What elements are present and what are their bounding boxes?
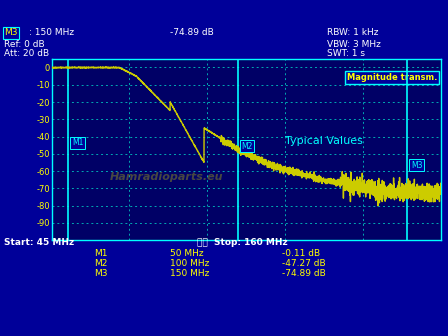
- Text: M2: M2: [94, 259, 108, 268]
- Text: M1: M1: [72, 138, 83, 147]
- Text: Ref: 0 dB: Ref: 0 dB: [4, 40, 45, 49]
- Text: 50 MHz: 50 MHz: [170, 249, 204, 258]
- Text: M3: M3: [411, 161, 422, 170]
- Text: CW Signal sweep pass through 45 - 160MHz: CW Signal sweep pass through 45 - 160MHz: [87, 312, 361, 323]
- Text: Typical Values: Typical Values: [285, 136, 363, 146]
- Text: Att: 20 dB: Att: 20 dB: [4, 49, 50, 58]
- Text: 100 MHz: 100 MHz: [170, 259, 210, 268]
- Text: -74.89 dB: -74.89 dB: [282, 269, 326, 278]
- Text: 150 MHz: 150 MHz: [170, 269, 210, 278]
- Text: Hamradioparts.eu: Hamradioparts.eu: [110, 172, 224, 182]
- Text: M1: M1: [94, 249, 108, 258]
- Text: Magnitude transm.: Magnitude transm.: [347, 73, 437, 82]
- Text: M2: M2: [241, 142, 253, 151]
- Text: -74.89 dB: -74.89 dB: [170, 28, 214, 37]
- Text: -0.11 dB: -0.11 dB: [282, 249, 320, 258]
- Text: ⮜⮞  Stop: 160 MHz: ⮜⮞ Stop: 160 MHz: [197, 238, 288, 247]
- Text: M3: M3: [4, 28, 18, 37]
- Text: RBW: 1 kHz: RBW: 1 kHz: [327, 28, 379, 37]
- Text: SWT: 1 s: SWT: 1 s: [327, 49, 365, 58]
- Text: -47.27 dB: -47.27 dB: [282, 259, 326, 268]
- Text: VBW: 3 MHz: VBW: 3 MHz: [327, 40, 381, 49]
- Text: M3: M3: [94, 269, 108, 278]
- Text: Start: 45 MHz: Start: 45 MHz: [4, 238, 75, 247]
- Text: : 150 MHz: : 150 MHz: [29, 28, 74, 37]
